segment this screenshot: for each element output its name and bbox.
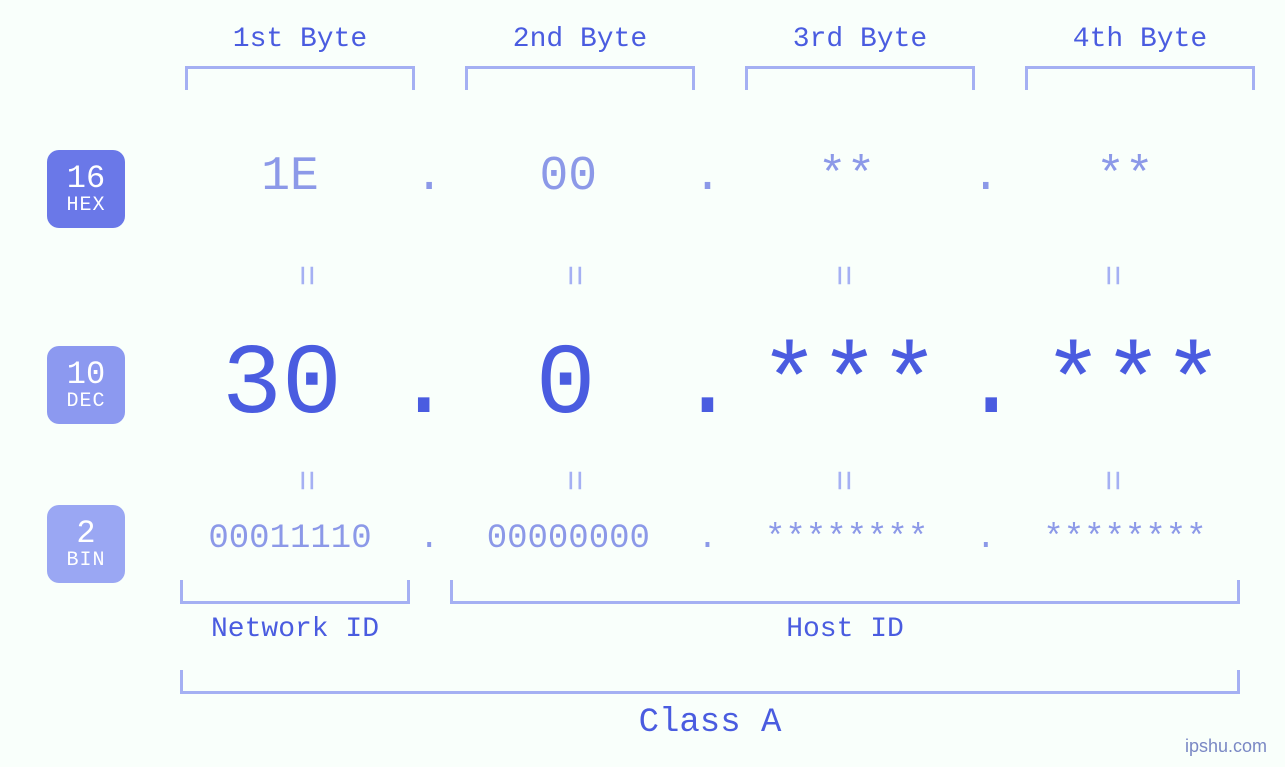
diagram-container: 1st Byte 2nd Byte 3rd Byte 4th Byte 16 H… xyxy=(0,0,1285,767)
badge-hex-num: 16 xyxy=(67,162,105,196)
bin-byte-3: ******** xyxy=(727,520,967,558)
byte-bracket-2 xyxy=(465,66,695,90)
byte-bracket-3 xyxy=(745,66,975,90)
eq-icon: = xyxy=(821,265,862,287)
dec-dot-2: . xyxy=(677,330,737,443)
hex-byte-4: ** xyxy=(1005,150,1245,204)
dec-dot-3: . xyxy=(961,330,1021,443)
byte-header-4: 4th Byte xyxy=(1010,24,1270,55)
byte-bracket-1 xyxy=(185,66,415,90)
network-id-label: Network ID xyxy=(180,614,410,645)
badge-dec-label: DEC xyxy=(66,391,105,412)
row-bin: 00011110 . 00000000 . ******** . *******… xyxy=(170,520,1245,558)
dec-byte-2: 0 xyxy=(454,330,678,443)
eq-icon: = xyxy=(553,265,594,287)
badge-bin: 2 BIN xyxy=(47,505,125,583)
bin-dot-2: . xyxy=(697,520,717,558)
host-bracket xyxy=(450,580,1240,604)
byte-header-2: 2nd Byte xyxy=(450,24,710,55)
eq-icon: = xyxy=(553,470,594,492)
eq-row-lower: = = = = xyxy=(170,460,1245,501)
byte-header-3: 3rd Byte xyxy=(730,24,990,55)
hex-dot-1: . xyxy=(415,150,444,204)
hex-dot-3: . xyxy=(971,150,1000,204)
hex-byte-1: 1E xyxy=(170,150,410,204)
bin-dot-3: . xyxy=(976,520,996,558)
hex-byte-2: 00 xyxy=(448,150,688,204)
hex-byte-3: ** xyxy=(727,150,967,204)
class-bracket xyxy=(180,670,1240,694)
byte-header-1: 1st Byte xyxy=(170,24,430,55)
eq-icon: = xyxy=(821,470,862,492)
badge-hex: 16 HEX xyxy=(47,150,125,228)
bin-byte-2: 00000000 xyxy=(448,520,688,558)
eq-icon: = xyxy=(284,265,325,287)
badge-hex-label: HEX xyxy=(66,195,105,216)
watermark: ipshu.com xyxy=(1185,736,1267,757)
badge-bin-num: 2 xyxy=(76,517,95,551)
dec-byte-3: *** xyxy=(738,330,962,443)
byte-bracket-4 xyxy=(1025,66,1255,90)
bin-dot-1: . xyxy=(419,520,439,558)
badge-bin-label: BIN xyxy=(66,550,105,571)
dec-dot-1: . xyxy=(394,330,454,443)
row-dec: 30 . 0 . *** . *** xyxy=(170,330,1245,443)
eq-icon: = xyxy=(1090,265,1131,287)
bin-byte-4: ******** xyxy=(1005,520,1245,558)
host-id-label: Host ID xyxy=(450,614,1240,645)
row-hex: 1E . 00 . ** . ** xyxy=(170,150,1245,204)
bin-byte-1: 00011110 xyxy=(170,520,410,558)
eq-icon: = xyxy=(284,470,325,492)
eq-icon: = xyxy=(1090,470,1131,492)
badge-dec: 10 DEC xyxy=(47,346,125,424)
hex-dot-2: . xyxy=(693,150,722,204)
badge-dec-num: 10 xyxy=(67,358,105,392)
eq-row-upper: = = = = xyxy=(170,255,1245,296)
dec-byte-1: 30 xyxy=(170,330,394,443)
class-label: Class A xyxy=(180,704,1240,742)
network-bracket xyxy=(180,580,410,604)
dec-byte-4: *** xyxy=(1021,330,1245,443)
